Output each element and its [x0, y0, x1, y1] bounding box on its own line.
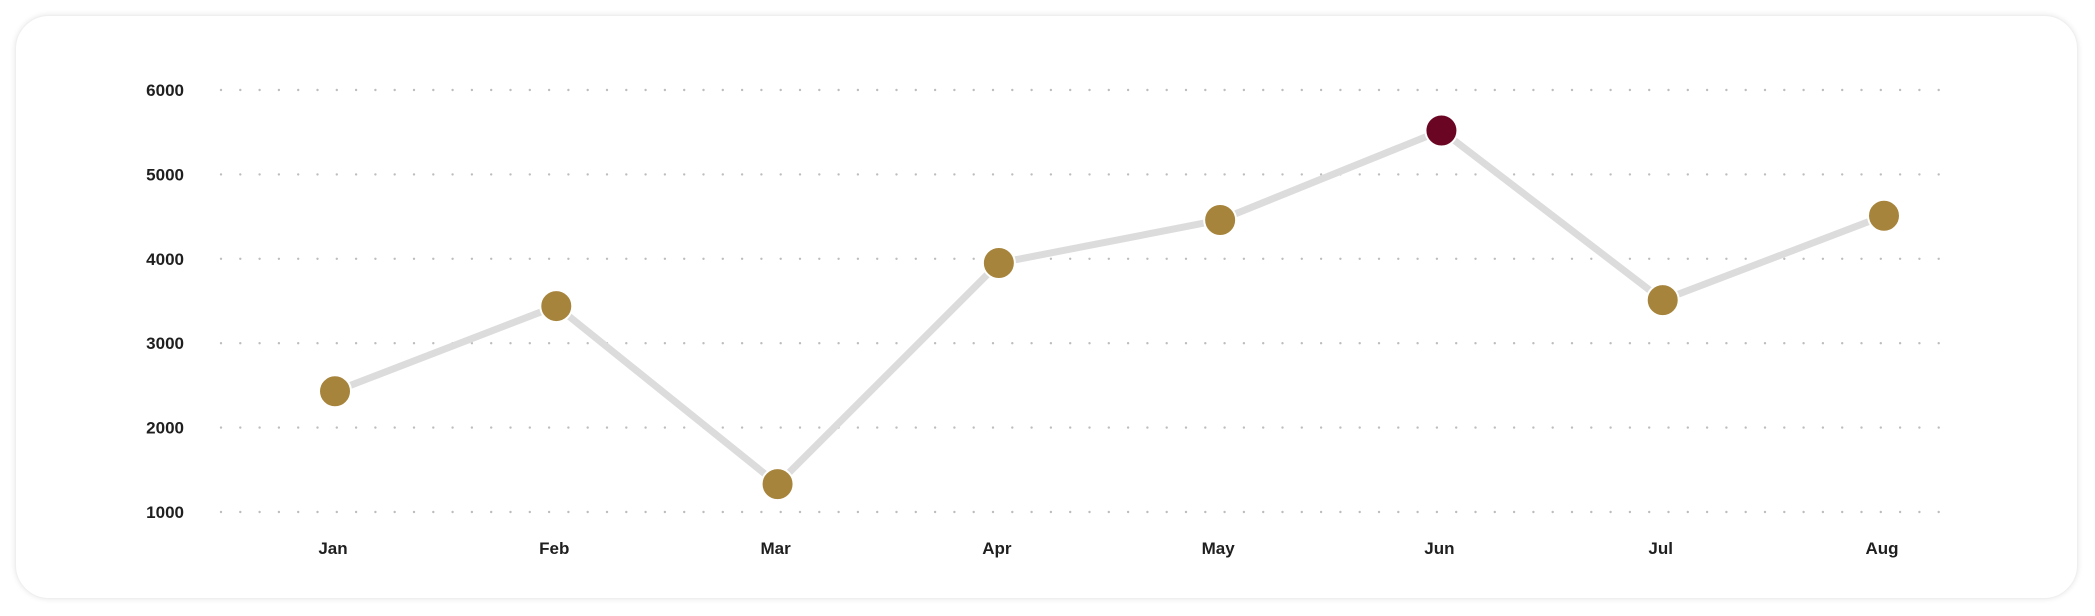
x-tick-label: Mar: [760, 539, 791, 558]
data-point-highlighted[interactable]: [1424, 113, 1459, 148]
x-tick-label: Jun: [1424, 539, 1454, 558]
data-point[interactable]: [1867, 198, 1901, 233]
data-point[interactable]: [760, 467, 795, 502]
y-tick-label: 6000: [146, 81, 184, 100]
x-tick-label: Jul: [1648, 539, 1673, 558]
y-tick-label: 4000: [146, 250, 184, 269]
grid-lines: [219, 88, 1957, 514]
x-tick-label: Apr: [982, 539, 1012, 558]
y-tick-label: 1000: [146, 503, 184, 522]
y-tick-label: 2000: [146, 419, 184, 438]
x-axis: Jan Feb Mar Apr May Jun Jul Aug: [318, 539, 1898, 558]
data-point[interactable]: [318, 374, 352, 409]
x-tick-label: Aug: [1865, 539, 1898, 558]
y-tick-label: 5000: [146, 165, 184, 184]
y-axis: 1000 2000 3000 4000 5000 6000: [146, 81, 184, 522]
data-point[interactable]: [539, 289, 574, 324]
chart-card: [15, 15, 2078, 599]
series-line: [331, 127, 1888, 488]
x-tick-label: May: [1202, 539, 1236, 558]
series-points: [318, 113, 1901, 502]
x-tick-label: Feb: [539, 539, 569, 558]
data-point[interactable]: [981, 246, 1016, 281]
data-point[interactable]: [1645, 283, 1680, 318]
series-line-0: [331, 127, 1888, 488]
data-point[interactable]: [1203, 202, 1238, 237]
x-tick-label: Jan: [318, 539, 347, 558]
y-tick-label: 3000: [146, 334, 184, 353]
